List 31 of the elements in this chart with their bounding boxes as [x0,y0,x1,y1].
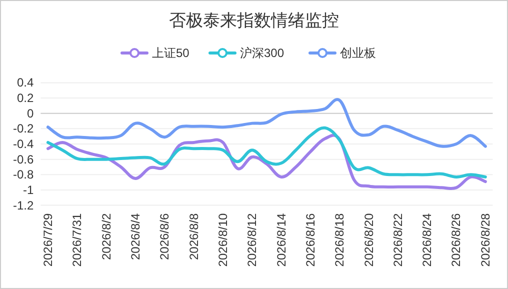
x-tick-label: 2026/8/8 [186,212,201,260]
y-tick-label: 0.4 [17,76,34,90]
y-tick-label: -1.2 [13,198,34,212]
y-tick-label: 0.2 [17,91,34,106]
x-tick-label: 2026/8/4 [128,212,142,260]
x-tick-label: 2026/8/24 [420,212,434,267]
x-tick-label: 2026/8/2 [99,212,114,260]
legend-label: 上证50 [152,46,190,60]
x-tick-label: 2026/8/18 [332,212,347,267]
x-tick-label: 2026/8/12 [245,212,260,267]
x-tick-label: 2026/8/10 [216,212,230,267]
y-tick-label: -0.8 [13,168,34,182]
y-tick-label: 0 [27,106,34,120]
y-tick-label: -0.6 [13,152,34,166]
x-tick-label: 2026/8/14 [274,212,288,267]
x-tick-label: 2026/7/31 [70,212,84,267]
line-series [46,98,487,148]
x-tick-label: 2026/8/28 [478,212,492,267]
y-tick-label: -0.2 [13,122,34,136]
y-tick-label: -0.4 [13,137,34,151]
legend-label: 创业板 [340,46,376,60]
x-tick-label: 2026/8/20 [362,212,376,267]
line-series [46,126,487,178]
x-tick-label: 2026/8/26 [449,212,464,267]
chart-title: 否极泰来指数情绪监控 [169,11,339,30]
x-tick-label: 2026/8/16 [303,212,318,267]
x-tick-label: 2026/8/22 [390,212,405,267]
y-tick-label: -1 [23,182,34,197]
x-tick-label: 2026/8/6 [158,212,172,260]
x-tick-label: 2026/7/29 [40,212,55,267]
legend-label: 沪深300 [240,46,284,60]
